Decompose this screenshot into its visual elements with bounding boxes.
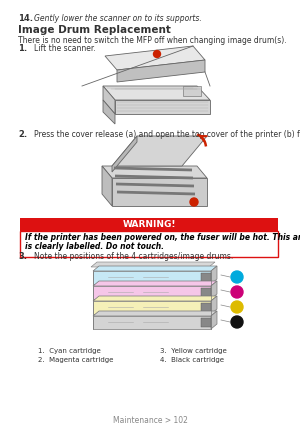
FancyBboxPatch shape (20, 218, 278, 231)
Circle shape (190, 198, 198, 206)
Polygon shape (102, 166, 112, 206)
Text: 3: 3 (235, 304, 239, 310)
Polygon shape (201, 273, 211, 282)
Text: 3.: 3. (18, 252, 27, 261)
Polygon shape (93, 301, 211, 314)
Polygon shape (93, 286, 211, 299)
Polygon shape (201, 318, 211, 327)
Text: 4.  Black cartridge: 4. Black cartridge (160, 357, 224, 363)
Text: Note the positions of the 4 cartridges/image drums.: Note the positions of the 4 cartridges/i… (34, 252, 233, 261)
Polygon shape (93, 271, 211, 284)
Polygon shape (93, 281, 217, 286)
Text: 1.  Cyan cartridge: 1. Cyan cartridge (38, 348, 101, 354)
Polygon shape (103, 86, 210, 100)
Polygon shape (93, 311, 217, 316)
Text: 14.: 14. (18, 14, 33, 23)
Polygon shape (103, 100, 115, 124)
Polygon shape (93, 296, 217, 301)
Polygon shape (211, 266, 217, 284)
Polygon shape (211, 311, 217, 329)
Text: Lift the scanner.: Lift the scanner. (34, 44, 96, 53)
Text: 3.  Yellow cartridge: 3. Yellow cartridge (160, 348, 227, 354)
Circle shape (154, 51, 160, 57)
Polygon shape (112, 178, 207, 206)
FancyBboxPatch shape (20, 231, 278, 257)
Polygon shape (91, 262, 215, 267)
Text: 4: 4 (235, 319, 239, 325)
Circle shape (231, 316, 243, 328)
Text: b: b (192, 199, 196, 204)
Polygon shape (102, 166, 207, 178)
Text: 2: 2 (235, 289, 239, 295)
Circle shape (231, 286, 243, 298)
FancyBboxPatch shape (183, 86, 201, 96)
Text: 2.: 2. (18, 130, 27, 139)
Circle shape (231, 301, 243, 313)
Text: Maintenance > 102: Maintenance > 102 (112, 416, 188, 425)
Text: 1: 1 (235, 274, 239, 280)
Text: 2.  Magenta cartridge: 2. Magenta cartridge (38, 357, 113, 363)
Polygon shape (201, 288, 211, 297)
Polygon shape (105, 46, 205, 70)
Text: If the printer has been powered on, the fuser will be hot. This area: If the printer has been powered on, the … (25, 233, 300, 242)
Polygon shape (93, 266, 217, 271)
Text: Gently lower the scanner on to its supports.: Gently lower the scanner on to its suppo… (34, 14, 202, 23)
Circle shape (231, 271, 243, 283)
Text: WARNING!: WARNING! (122, 219, 176, 229)
Polygon shape (112, 136, 137, 172)
Polygon shape (103, 86, 115, 114)
Polygon shape (115, 100, 210, 114)
Text: is clearly labelled. Do not touch.: is clearly labelled. Do not touch. (25, 242, 164, 251)
Polygon shape (201, 303, 211, 312)
Polygon shape (117, 60, 205, 82)
Polygon shape (93, 316, 211, 329)
Text: 1.: 1. (18, 44, 27, 53)
Polygon shape (211, 296, 217, 314)
Polygon shape (112, 136, 207, 166)
Text: Press the cover release (a) and open the top cover of the printer (b) fully.: Press the cover release (a) and open the… (34, 130, 300, 139)
Polygon shape (211, 281, 217, 299)
Text: Image Drum Replacement: Image Drum Replacement (18, 25, 171, 35)
Text: There is no need to switch the MFP off when changing image drum(s).: There is no need to switch the MFP off w… (18, 36, 286, 45)
